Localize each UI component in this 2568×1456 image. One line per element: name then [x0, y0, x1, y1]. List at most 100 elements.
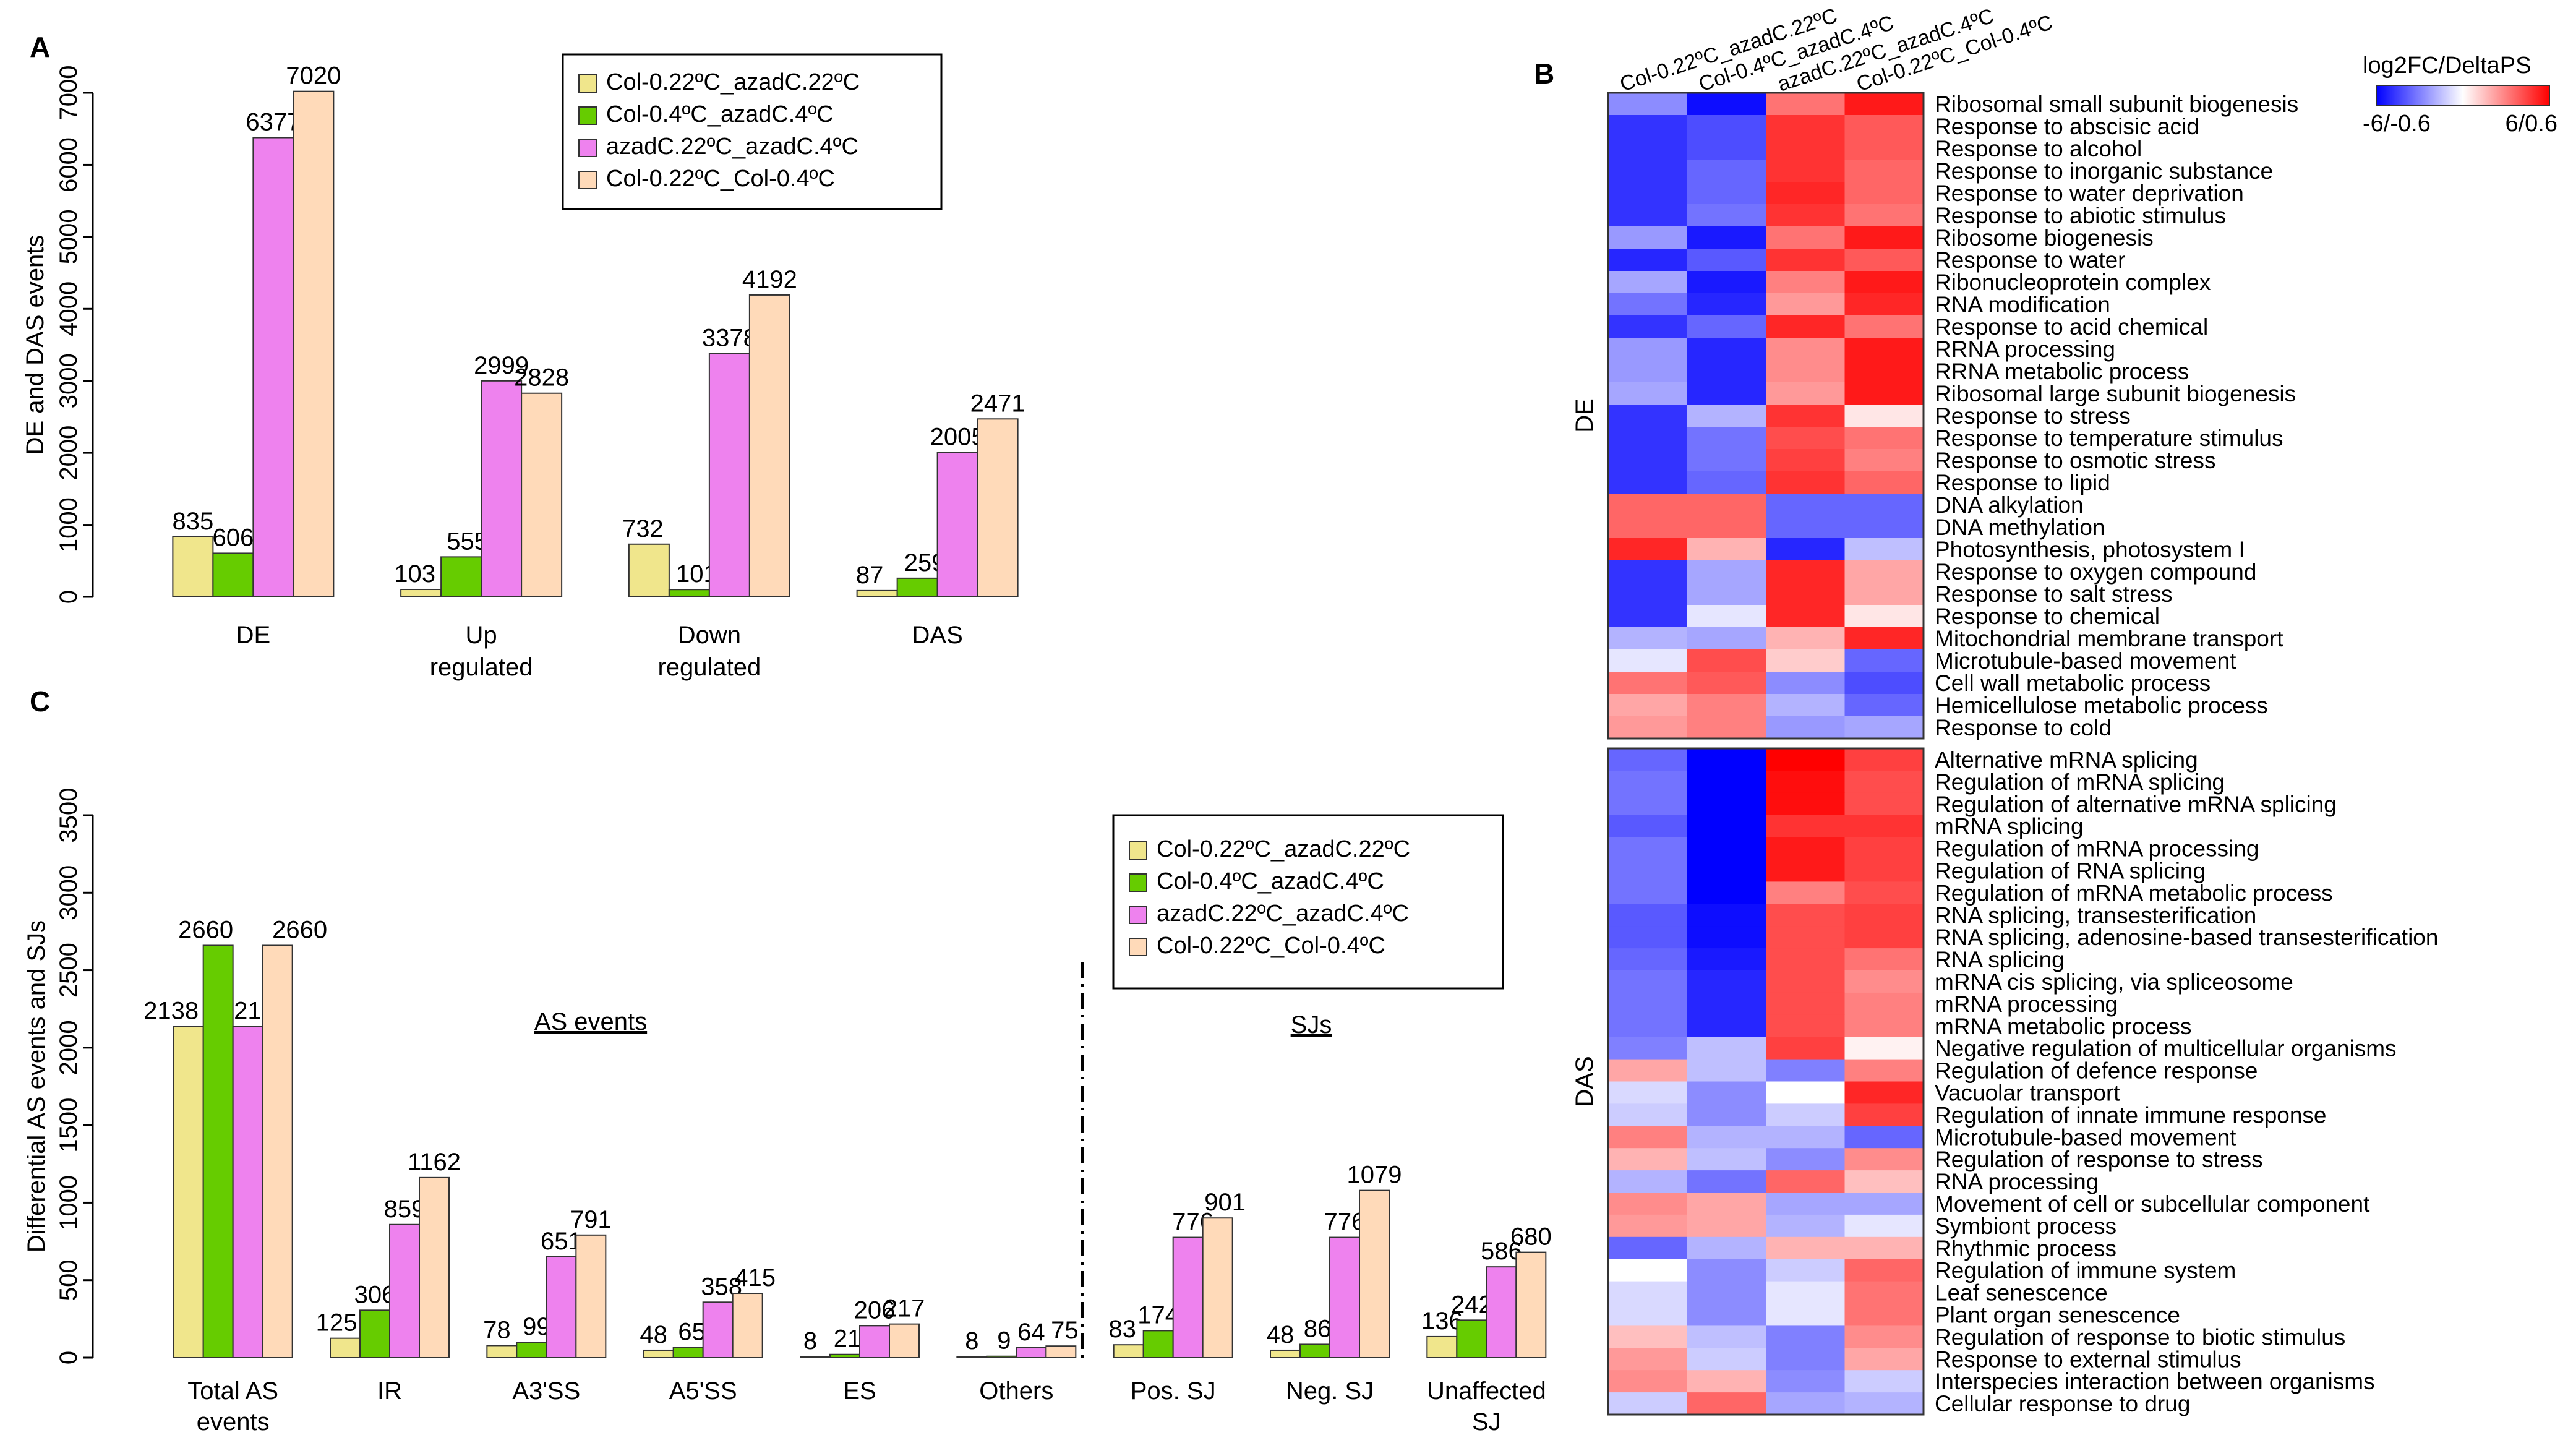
x-category-label: regulated [430, 654, 533, 681]
legend-box [562, 53, 943, 210]
legend-swatch [578, 171, 597, 189]
heatmap-row-label: Movement of cell or subcellular componen… [1935, 1191, 2370, 1217]
bar [330, 1337, 361, 1358]
heatmap-row-label: RNA splicing, transesterification [1935, 902, 2256, 928]
y-axis-label: Differential AS events and SJs [23, 920, 50, 1253]
heatmap-cell [1844, 1303, 1924, 1326]
heatmap-cell [1844, 1103, 1924, 1126]
heatmap-cell [1687, 494, 1766, 516]
heatmap-cell [1687, 204, 1766, 227]
heatmap-cell [1844, 338, 1924, 361]
x-category-label: regulated [657, 654, 761, 681]
bar [575, 1234, 607, 1358]
heatmap-cell [1766, 583, 1845, 606]
data-label: 651 [541, 1228, 582, 1255]
heatmap-cell [1766, 904, 1845, 927]
x-category-label: Pos. SJ [1131, 1377, 1216, 1405]
heatmap-cell [1608, 1126, 1687, 1149]
heatmap-cell [1687, 583, 1766, 606]
legend-swatch [1129, 873, 1147, 892]
heatmap-cell [1766, 115, 1845, 138]
heatmap-row-label: Ribosome biogenesis [1935, 225, 2154, 251]
heatmap-row-label: Interspecies interaction between organis… [1935, 1369, 2375, 1394]
legend-swatch [1129, 841, 1147, 860]
heatmap-row-label: Response to lipid [1935, 470, 2110, 495]
heatmap-cell [1844, 926, 1924, 949]
heatmap-row-label: Response to stress [1935, 403, 2131, 429]
heatmap-cell [1766, 605, 1845, 628]
heatmap-cell [1687, 1059, 1766, 1082]
data-label: 6377 [246, 109, 301, 136]
heatmap-cell [1608, 516, 1687, 539]
x-category-label: Neg. SJ [1286, 1377, 1374, 1405]
heatmap-row-label: RRNA metabolic process [1935, 359, 2189, 384]
heatmap-cell [1687, 748, 1766, 771]
heatmap-cell [1766, 427, 1845, 450]
panel-letter-b: B [1534, 58, 1554, 90]
legend-swatch [578, 106, 597, 125]
data-label: 21 [834, 1325, 862, 1353]
heatmap-cell [1844, 948, 1924, 971]
x-category-label: A5'SS [669, 1377, 737, 1405]
heatmap-cell [1687, 1236, 1766, 1260]
heatmap-cell [1608, 716, 1687, 739]
heatmap-cell [1766, 770, 1845, 794]
heatmap-cell [1687, 226, 1766, 249]
heatmap-row-label: mRNA cis splicing, via spliceosome [1935, 969, 2293, 995]
heatmap-cell [1608, 926, 1687, 949]
heatmap-row-label: Response to water [1935, 247, 2126, 273]
heatmap-cell [1608, 1214, 1687, 1238]
heatmap-cell [1687, 382, 1766, 405]
data-label: 48 [1267, 1321, 1295, 1348]
heatmap-cell [1687, 93, 1766, 116]
bar [856, 589, 898, 598]
data-label: 65 [678, 1319, 706, 1346]
heatmap-row-label: Alternative mRNA splicing [1935, 747, 2198, 773]
heatmap-cell [1766, 1281, 1845, 1304]
heatmap-cell [1608, 770, 1687, 794]
heatmap-cell [1608, 1170, 1687, 1193]
heatmap-row-label: RNA processing [1935, 1169, 2099, 1194]
heatmap-group-border [1607, 747, 1925, 1416]
heatmap-cell [1687, 1214, 1766, 1238]
bar [672, 1347, 704, 1359]
heatmap-cell [1608, 293, 1687, 316]
heatmap-cell [1766, 160, 1845, 182]
heatmap-cell [1608, 427, 1687, 450]
data-label: 2999 [474, 352, 529, 379]
y-tick-label: 3000 [55, 865, 82, 920]
heatmap-cell [1687, 271, 1766, 294]
legend-label: Col-0.4ºC_azadC.4ºC [606, 101, 834, 127]
data-label: 859 [384, 1196, 426, 1223]
heatmap-cell [1844, 1037, 1924, 1060]
heatmap-cell [1844, 137, 1924, 160]
heatmap-cell [1844, 904, 1924, 927]
heatmap-cell [1844, 1370, 1924, 1393]
heatmap-cell [1687, 1170, 1766, 1193]
heatmap-row-label: Leaf senescence [1935, 1280, 2108, 1306]
bar [748, 294, 790, 597]
heatmap-cell [1608, 792, 1687, 816]
x-category-label: SJ [1472, 1408, 1501, 1436]
data-label: 9 [997, 1327, 1011, 1355]
data-label: 2828 [514, 364, 569, 392]
heatmap-cell [1844, 182, 1924, 205]
heatmap-row-label: Microtubule-based movement [1935, 648, 2236, 674]
heatmap-cell [1687, 1193, 1766, 1215]
heatmap-cell [1687, 770, 1766, 794]
heatmap-cell [1608, 649, 1687, 672]
x-category-label: Others [979, 1377, 1053, 1405]
heatmap-cell [1766, 881, 1845, 904]
bar [1113, 1344, 1144, 1359]
heatmap-group-border [1607, 92, 1925, 740]
bar [668, 589, 710, 598]
heatmap-row-label: Regulation of alternative mRNA splicing [1935, 792, 2337, 817]
heatmap-cell [1608, 1037, 1687, 1060]
heatmap-cell [1687, 1303, 1766, 1326]
bar [173, 1026, 204, 1359]
heatmap-row-label: Response to acid chemical [1935, 314, 2208, 340]
heatmap-cell [1687, 449, 1766, 472]
heatmap-row-label: mRNA splicing [1935, 814, 2084, 839]
heatmap-cell [1844, 1081, 1924, 1104]
bar [516, 1342, 547, 1358]
